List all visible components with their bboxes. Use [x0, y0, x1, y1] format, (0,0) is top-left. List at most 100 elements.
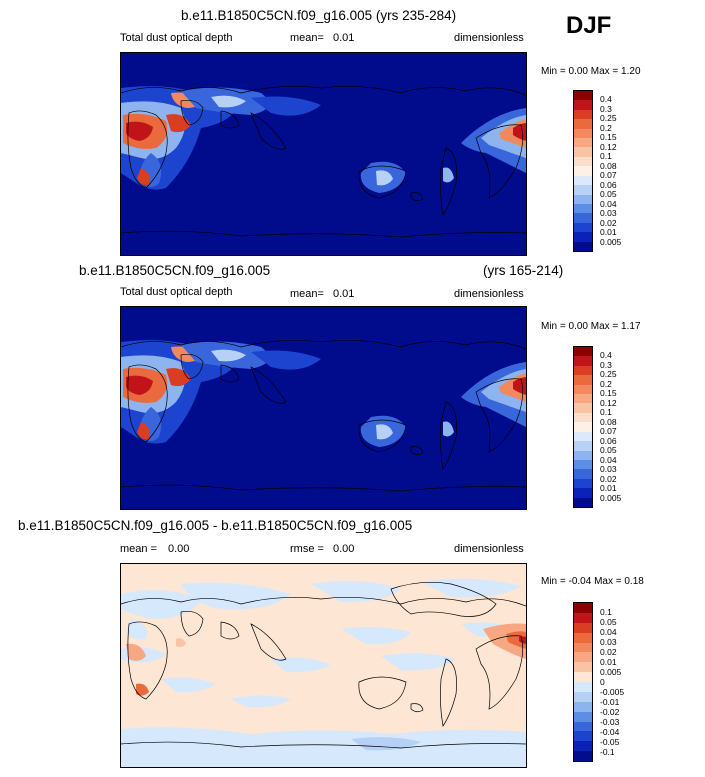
- cbar-diff-seg: [574, 691, 592, 703]
- cbar-abs-seg: [574, 194, 592, 205]
- cbar-label: 0.005: [600, 667, 622, 677]
- cbar-label: 0.01: [600, 483, 617, 493]
- cbar-abs-seg: [574, 147, 592, 158]
- cbar-label: 0.3: [600, 359, 612, 370]
- panel1-variable: Total dust optical depth: [120, 32, 233, 44]
- cbar-abs-seg: [574, 109, 592, 120]
- dust-field: [121, 340, 526, 447]
- cbar-abs-seg: [574, 459, 592, 470]
- panel1-colorbar-box: [573, 90, 593, 252]
- panel2-mean-value: 0.01: [333, 288, 355, 300]
- cbar-diff-seg: [574, 711, 592, 722]
- cbar-label: -0.02: [600, 707, 620, 717]
- cbar-label: 0.04: [600, 198, 617, 209]
- cbar-abs-seg: [574, 450, 592, 461]
- cbar-label: -0.03: [600, 717, 620, 727]
- cbar-label: 0.05: [600, 445, 617, 455]
- cbar-label: 0: [600, 677, 605, 687]
- cbar-label: 0.05: [600, 617, 617, 627]
- panel2-mean-label: mean=: [290, 288, 324, 300]
- panel2-title: b.e11.B1850C5CN.f09_g16.005: [79, 263, 271, 278]
- cbar-diff-seg: [574, 652, 592, 663]
- panel1-minmax: Min = 0.00 Max = 1.20: [541, 66, 641, 77]
- panel2-map: [120, 306, 527, 510]
- cbar-label: 0.06: [600, 435, 617, 446]
- cbar-label: 0.07: [600, 426, 617, 436]
- panel3-title: b.e11.B1850C5CN.f09_g16.005 - b.e11.B185…: [18, 518, 413, 533]
- cbar-diff-seg: [574, 612, 592, 624]
- cbar-abs-seg: [574, 431, 592, 442]
- cbar-label: 0.08: [600, 160, 617, 171]
- cbar-label: 0.04: [600, 454, 617, 465]
- cbar-abs-seg: [574, 356, 592, 367]
- panel1-map: [120, 52, 527, 256]
- cbar-label: 0.005: [600, 492, 622, 503]
- cbar-diff-seg: [574, 672, 592, 683]
- cbar-abs-seg: [574, 222, 592, 233]
- cbar-abs-seg: [574, 241, 592, 252]
- cbar-label: 0.07: [600, 170, 617, 180]
- cbar-label: 0.1: [600, 607, 612, 617]
- cbar-diff-seg: [574, 662, 592, 673]
- cbar-diff-seg: [574, 701, 592, 713]
- cbar-abs-seg: [574, 365, 592, 376]
- cbar-label: 0.15: [600, 132, 617, 142]
- cbar-label: 0.08: [600, 416, 617, 427]
- cbar-diff-seg: [574, 682, 592, 693]
- cbar-label: 0.05: [600, 189, 617, 199]
- cbar-abs-seg: [574, 213, 592, 224]
- cbar-label: 0.12: [600, 397, 617, 408]
- cbar-abs-seg: [574, 156, 592, 167]
- cbar-abs-seg: [574, 375, 592, 386]
- cbar-label: 0.04: [600, 627, 617, 637]
- cbar-label: 0.2: [600, 378, 612, 389]
- cbar-abs-seg: [574, 469, 592, 480]
- panel3-colorbar: 0.1 0.05 0.04 0.03 0.02 0.01 0.005 0 -0.…: [573, 602, 653, 762]
- cbar-diff-seg: [574, 603, 592, 614]
- panel2-colorbar-box: [573, 346, 593, 508]
- cbar-abs-seg: [574, 347, 592, 357]
- cbar-abs-seg: [574, 441, 592, 452]
- panel1-mean-value: 0.01: [333, 32, 355, 44]
- cbar-label: 0.15: [600, 388, 617, 398]
- cbar-diff-seg: [574, 751, 592, 762]
- cbar-label: 0.03: [600, 208, 617, 218]
- cbar-label: -0.05: [600, 737, 620, 747]
- season-label: DJF: [566, 12, 612, 39]
- panel3-map-svg: [121, 578, 526, 767]
- panel3-colorbar-box: [573, 602, 593, 762]
- cbar-abs-seg: [574, 394, 592, 404]
- cbar-abs-seg: [574, 232, 592, 243]
- cbar-label: 0.02: [600, 217, 617, 228]
- cbar-diff-seg: [574, 721, 592, 732]
- cbar-abs-seg: [574, 185, 592, 196]
- coastlines: [121, 86, 526, 238]
- panel3-mean-label: mean =: [120, 543, 157, 555]
- panel1-map-svg: [121, 86, 526, 238]
- cbar-label: 0.005: [600, 236, 622, 247]
- panel3-rmse-value: 0.00: [333, 543, 355, 555]
- panel1-title: b.e11.B1850C5CN.f09_g16.005 (yrs 235-284…: [181, 8, 457, 23]
- cbar-diff-seg: [574, 622, 592, 634]
- cbar-abs-seg: [574, 119, 592, 130]
- cbar-label: -0.01: [600, 697, 620, 707]
- cbar-abs-seg: [574, 422, 592, 433]
- cbar-abs-seg: [574, 138, 592, 148]
- panel3-mean-value: 0.00: [168, 543, 190, 555]
- panel2-colorbar: 0.4 0.3 0.25 0.2 0.15 0.12 0.1 0.08 0.07…: [573, 346, 653, 508]
- cbar-label: 0.02: [600, 473, 617, 484]
- cbar-label: -0.1: [600, 747, 615, 757]
- cbar-abs-seg: [574, 175, 592, 186]
- panel2-title-right: (yrs 165-214): [483, 263, 564, 278]
- cbar-abs-seg: [574, 100, 592, 111]
- cbar-abs-seg: [574, 478, 592, 489]
- panel2-map-svg: [121, 340, 526, 492]
- panel1-units: dimensionless: [454, 32, 524, 44]
- cbar-label: 0.12: [600, 141, 617, 152]
- panel3-minmax: Min = -0.04 Max = 0.18: [541, 576, 644, 587]
- panel3-map: [120, 563, 527, 768]
- panel2-variable: Total dust optical depth: [120, 286, 233, 298]
- cbar-label: 0.01: [600, 227, 617, 237]
- coastlines: [121, 340, 526, 492]
- cbar-abs-seg: [574, 166, 592, 177]
